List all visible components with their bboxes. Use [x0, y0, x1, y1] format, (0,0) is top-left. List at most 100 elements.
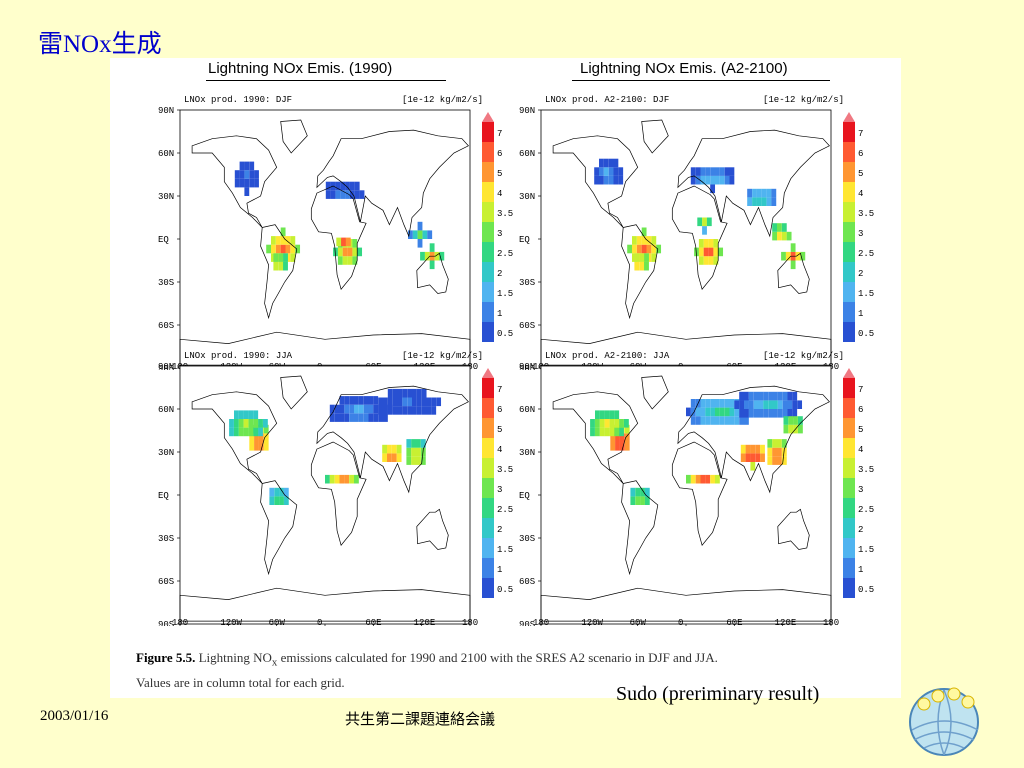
emission-cell	[595, 410, 600, 419]
emission-cell	[710, 399, 716, 408]
emission-cell	[412, 230, 418, 239]
south-america-outline	[260, 480, 298, 576]
legend-swatch	[843, 242, 855, 262]
emission-cell	[258, 442, 264, 451]
emission-cell	[729, 407, 735, 417]
emission-cell	[431, 406, 437, 415]
greenland-outline	[641, 119, 669, 154]
legend-level-label: 1.5	[858, 545, 874, 555]
emission-cell	[280, 236, 286, 245]
emission-cell	[339, 404, 345, 414]
emission-cell	[710, 175, 716, 185]
emission-cell	[363, 396, 369, 405]
australia-outline	[777, 508, 810, 550]
emission-cell	[334, 413, 340, 422]
greenland-outline	[280, 119, 308, 154]
emission-cell	[618, 167, 624, 176]
legend-swatch	[843, 142, 855, 162]
legend-level-label: 4	[858, 189, 863, 199]
emission-cell	[269, 487, 275, 497]
legend-level-label: 6	[858, 149, 863, 159]
lat-tick-label: 60N	[158, 405, 174, 415]
emission-cell	[700, 399, 706, 408]
emission-cell	[758, 409, 764, 418]
emission-cell	[285, 236, 291, 245]
emission-cell	[767, 456, 773, 465]
emission-cell	[772, 223, 778, 232]
emission-cell	[336, 237, 342, 247]
lon-tick-label: 180	[533, 618, 549, 626]
emission-cell	[253, 419, 259, 428]
emission-cell	[619, 433, 625, 442]
emission-cell	[777, 400, 783, 409]
emission-cell	[768, 409, 774, 418]
legend-swatch	[843, 418, 855, 438]
emission-cell	[761, 188, 767, 198]
emission-cell	[772, 447, 778, 457]
emission-cell	[416, 388, 422, 398]
south-america-outline	[621, 480, 659, 576]
lat-tick-label: 90N	[158, 362, 174, 372]
emission-cell	[627, 244, 633, 254]
map-frame	[179, 365, 471, 625]
legend-swatch	[482, 242, 494, 262]
legend-swatch	[482, 478, 494, 498]
emission-cell	[422, 230, 428, 239]
legend-level-label: 3.5	[497, 465, 513, 475]
legend-swatch	[843, 202, 855, 222]
legend-swatch	[843, 182, 855, 202]
emission-cell	[724, 167, 730, 176]
lat-tick-label: 30S	[158, 534, 174, 544]
emission-cell	[368, 413, 374, 422]
lon-tick-label: 60W	[269, 618, 286, 626]
legend-level-label: 1	[497, 309, 502, 319]
legend-level-label: 0.5	[497, 329, 513, 339]
emission-cell	[238, 419, 244, 428]
legend-level-label: 2.5	[858, 249, 874, 259]
emission-cell	[295, 244, 301, 254]
emission-cell	[609, 410, 615, 419]
emission-cell	[748, 391, 754, 401]
lat-tick-label: 30N	[519, 192, 535, 202]
lon-tick-label: 0	[317, 618, 322, 626]
emission-cell	[724, 416, 730, 425]
emission-cell	[406, 456, 412, 465]
emission-cell	[708, 247, 714, 257]
emission-cell	[412, 388, 417, 398]
legend-level-label: 0.5	[497, 585, 513, 595]
emission-cell	[783, 424, 789, 434]
emission-cell	[782, 400, 788, 409]
emission-cell	[426, 397, 432, 407]
emission-cell	[249, 442, 255, 451]
emission-cell	[700, 407, 706, 417]
emission-cell	[344, 396, 350, 405]
antarctica-outline	[540, 587, 832, 622]
emission-cell	[785, 251, 791, 261]
emission-cell	[417, 239, 423, 248]
legend-swatch	[482, 162, 494, 182]
emission-cell	[420, 251, 425, 261]
emission-cell	[599, 158, 604, 168]
emission-cell	[624, 419, 629, 428]
legend-level-label: 1.5	[497, 545, 513, 555]
africa-outline	[671, 185, 728, 290]
lat-tick-label: 90S	[158, 364, 174, 370]
emission-cell	[641, 227, 647, 237]
emission-cell	[758, 400, 764, 409]
emission-cell	[417, 230, 423, 239]
greenland-outline	[280, 375, 308, 410]
legend-level-label: 7	[858, 129, 863, 139]
emission-cell	[352, 256, 358, 265]
emission-cell	[234, 178, 240, 188]
legend-colorbar	[843, 112, 855, 342]
legend-level-label: 7	[497, 385, 502, 395]
emission-cell	[753, 400, 759, 409]
panel-units: [1e-12 kg/m2/s]	[763, 95, 844, 105]
emission-cell	[429, 243, 435, 252]
footer-date: 2003/01/16	[40, 708, 109, 724]
legend-swatch	[843, 518, 855, 538]
emission-cell	[747, 188, 753, 198]
emission-cell	[644, 253, 649, 262]
emission-field	[590, 391, 803, 505]
emission-cell	[378, 397, 384, 407]
